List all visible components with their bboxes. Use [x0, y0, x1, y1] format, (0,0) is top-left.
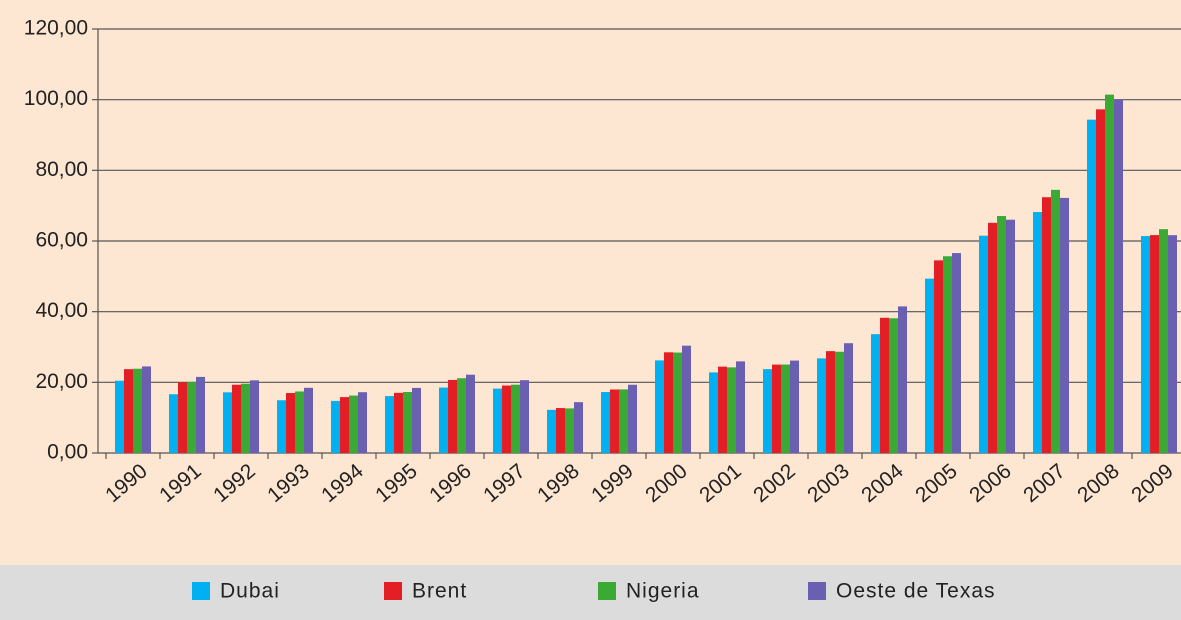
bar: [790, 360, 799, 453]
bar: [565, 408, 574, 453]
bar: [142, 366, 151, 453]
bar: [682, 345, 691, 453]
bar: [718, 366, 727, 453]
bar: [457, 378, 466, 453]
bar: [952, 253, 961, 453]
bar: [439, 387, 448, 453]
bar: [898, 306, 907, 453]
bar: [772, 364, 781, 453]
bar: [655, 360, 664, 453]
bar: [925, 278, 934, 453]
bar: [610, 389, 619, 453]
bar: [115, 380, 124, 453]
bar: [223, 392, 232, 453]
bar: [988, 222, 997, 453]
legend-label: Nigeria: [626, 580, 700, 603]
bar: [1006, 219, 1015, 453]
bar: [628, 384, 637, 453]
bar: [250, 380, 259, 453]
bar: [187, 381, 196, 453]
bar: [1114, 99, 1123, 454]
bar: [502, 385, 511, 453]
bar: [880, 317, 889, 453]
bar: [124, 369, 133, 453]
y-tick-label: 100,00: [24, 87, 88, 110]
legend-swatch: [192, 582, 210, 600]
bar: [1087, 119, 1096, 453]
y-tick-label: 20,00: [35, 370, 88, 393]
bar: [295, 391, 304, 453]
bar: [520, 380, 529, 453]
bar: [241, 383, 250, 453]
bar: [169, 394, 178, 453]
bar: [664, 352, 673, 453]
bar: [1105, 94, 1114, 453]
bar: [997, 216, 1006, 453]
bar: [709, 372, 718, 453]
bar: [133, 368, 142, 453]
bar: [304, 387, 313, 453]
bar: [1033, 212, 1042, 453]
bar: [1042, 197, 1051, 453]
bar: [1096, 109, 1105, 454]
bar: [817, 358, 826, 453]
bar: [736, 361, 745, 453]
bar: [331, 400, 340, 453]
bar: [547, 409, 556, 453]
bar: [844, 343, 853, 453]
bar: [349, 395, 358, 453]
bar: [727, 367, 736, 453]
bar: [673, 352, 682, 453]
bar: [871, 334, 880, 453]
legend-label: Brent: [412, 580, 467, 603]
legend-label: Oeste de Texas: [836, 580, 996, 603]
bar: [286, 393, 295, 453]
bar: [277, 400, 286, 453]
bar: [178, 382, 187, 453]
y-tick-label: 0,00: [47, 441, 88, 464]
bar: [826, 351, 835, 453]
bar: [1150, 235, 1159, 453]
bar: [358, 392, 367, 453]
bar: [934, 260, 943, 453]
legend-swatch: [384, 582, 402, 600]
bar: [889, 318, 898, 453]
bar: [1141, 236, 1150, 453]
bar: [493, 388, 502, 453]
bar: [511, 384, 520, 453]
bar: [979, 235, 988, 453]
bar: [943, 256, 952, 453]
legend-background: [0, 565, 1181, 620]
bar: [619, 389, 628, 453]
bar: [574, 402, 583, 453]
y-tick-label: 120,00: [24, 17, 88, 40]
bar: [781, 364, 790, 453]
bar: [1051, 189, 1060, 453]
bar: [1168, 235, 1177, 453]
bar: [466, 374, 475, 453]
bar: [835, 351, 844, 453]
bar: [196, 376, 205, 453]
bar: [763, 369, 772, 453]
bar: [1159, 229, 1168, 453]
bar: [448, 379, 457, 453]
bar: [412, 387, 421, 453]
legend-swatch: [598, 582, 616, 600]
legend-label: Dubai: [220, 580, 280, 603]
legend-swatch: [808, 582, 826, 600]
bar: [385, 396, 394, 453]
bar: [340, 397, 349, 453]
y-tick-label: 40,00: [35, 299, 88, 322]
y-tick-label: 80,00: [35, 158, 88, 181]
bar: [394, 392, 403, 453]
bar: [556, 408, 565, 453]
bar: [1060, 197, 1069, 453]
y-tick-label: 60,00: [35, 229, 88, 252]
bar: [601, 392, 610, 453]
bar: [403, 392, 412, 453]
bar: [232, 384, 241, 453]
